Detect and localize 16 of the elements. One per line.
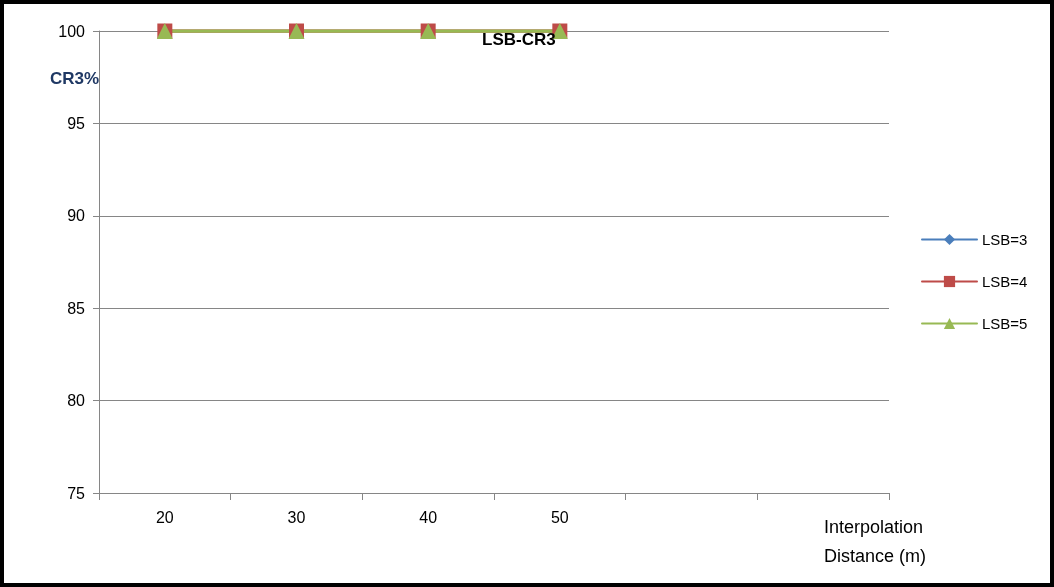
x-axis-title: Interpolation Distance (m) xyxy=(824,516,929,566)
legend-label: LSB=5 xyxy=(982,315,1028,332)
y-tick-label: 100 xyxy=(58,22,86,40)
y-tick-label: 95 xyxy=(67,114,86,132)
x-tick-label: 30 xyxy=(287,508,306,526)
legend-label: LSB=4 xyxy=(982,273,1028,290)
x-tick-label: 50 xyxy=(550,508,569,526)
y-tick-label: 80 xyxy=(67,392,86,410)
x-tick-label: 20 xyxy=(155,508,174,526)
x-tick-label: 40 xyxy=(419,508,438,526)
legend-label: LSB=3 xyxy=(982,231,1028,248)
y-tick-label: 90 xyxy=(67,207,86,225)
y-tick-label: 75 xyxy=(67,484,86,502)
chart-title: LSB-CR3 xyxy=(482,30,556,49)
y-tick-label: 85 xyxy=(67,299,86,317)
y-axis-title: CR3% xyxy=(50,69,100,88)
